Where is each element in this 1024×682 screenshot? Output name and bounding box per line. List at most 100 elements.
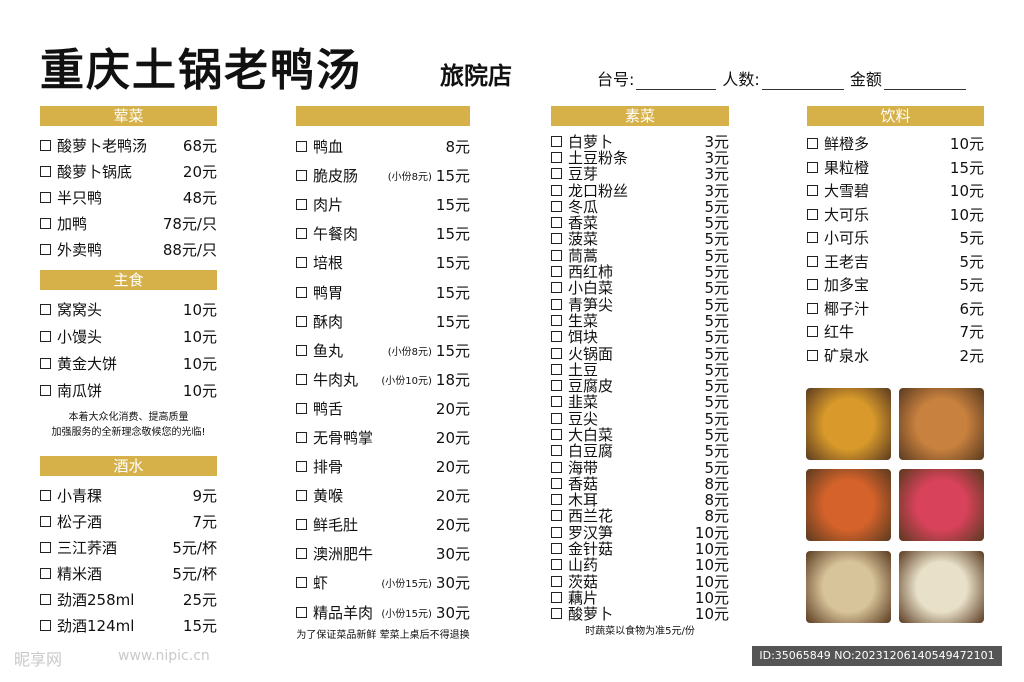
menu-item[interactable]: 土豆粉条 3元	[551, 149, 729, 167]
menu-item[interactable]: 木耳 8元	[551, 491, 729, 509]
checkbox[interactable]	[807, 161, 818, 173]
menu-item[interactable]: 海带 5元	[551, 459, 729, 477]
checkbox[interactable]	[296, 431, 307, 443]
checkbox[interactable]	[551, 331, 562, 343]
checkbox[interactable]	[40, 619, 51, 631]
menu-item[interactable]: 酸萝卜锅底 20元	[40, 158, 217, 184]
checkbox[interactable]	[40, 489, 51, 501]
menu-item[interactable]: 南瓜饼 10元	[40, 377, 217, 404]
checkbox[interactable]	[40, 217, 51, 229]
checkbox[interactable]	[551, 249, 562, 261]
menu-item[interactable]: 豆芽 3元	[551, 165, 729, 183]
menu-item[interactable]: 劲酒258ml 25元	[40, 586, 217, 612]
checkbox[interactable]	[551, 200, 562, 212]
menu-item[interactable]: 果粒橙 15元	[807, 156, 984, 180]
checkbox[interactable]	[551, 282, 562, 294]
menu-item[interactable]: 香菜 5元	[551, 214, 729, 232]
checkbox[interactable]	[551, 428, 562, 440]
checkbox[interactable]	[40, 567, 51, 579]
checkbox[interactable]	[551, 591, 562, 603]
menu-item[interactable]: 大白菜 5元	[551, 426, 729, 444]
checkbox[interactable]	[551, 314, 562, 326]
checkbox[interactable]	[296, 199, 307, 211]
menu-item[interactable]: 红牛 7元	[807, 320, 984, 344]
menu-item[interactable]: 冬瓜 5元	[551, 198, 729, 216]
menu-item[interactable]: 半只鸭 48元	[40, 184, 217, 210]
checkbox[interactable]	[296, 141, 307, 153]
checkbox[interactable]	[551, 298, 562, 310]
checkbox[interactable]	[807, 349, 818, 361]
menu-item[interactable]: 外卖鸭 88元/只	[40, 236, 217, 262]
checkbox[interactable]	[551, 217, 562, 229]
checkbox[interactable]	[807, 208, 818, 220]
menu-item[interactable]: 排骨 20元	[296, 452, 470, 481]
menu-item[interactable]: 肉片 15元	[296, 190, 470, 219]
menu-item[interactable]: 脆皮肠 (小份8元) 15元	[296, 161, 470, 190]
menu-item[interactable]: 牛肉丸 (小份10元) 18元	[296, 365, 470, 394]
checkbox[interactable]	[551, 510, 562, 522]
checkbox[interactable]	[551, 396, 562, 408]
menu-item[interactable]: 午餐肉 15元	[296, 219, 470, 248]
checkbox[interactable]	[296, 606, 307, 618]
checkbox[interactable]	[551, 559, 562, 571]
checkbox[interactable]	[807, 138, 818, 150]
checkbox[interactable]	[551, 543, 562, 555]
menu-item[interactable]: 培根 15元	[296, 248, 470, 277]
checkbox[interactable]	[296, 373, 307, 385]
menu-item[interactable]: 鸭胃 15元	[296, 277, 470, 306]
menu-item[interactable]: 加多宝 5元	[807, 273, 984, 297]
menu-item[interactable]: 窝窝头 10元	[40, 296, 217, 323]
menu-item[interactable]: 茨菇 10元	[551, 573, 729, 591]
menu-item[interactable]: 豆尖 5元	[551, 410, 729, 428]
checkbox[interactable]	[807, 302, 818, 314]
checkbox[interactable]	[40, 593, 51, 605]
checkbox[interactable]	[296, 461, 307, 473]
checkbox[interactable]	[551, 266, 562, 278]
amount-blank[interactable]	[883, 73, 966, 90]
checkbox[interactable]	[551, 168, 562, 180]
menu-item[interactable]: 精米酒 5元/杯	[40, 560, 217, 586]
checkbox[interactable]	[40, 541, 51, 553]
menu-item[interactable]: 火锅面 5元	[551, 345, 729, 363]
menu-item[interactable]: 青笋尖 5元	[551, 296, 729, 314]
menu-item[interactable]: 金针菇 10元	[551, 540, 729, 558]
checkbox[interactable]	[807, 232, 818, 244]
menu-item[interactable]: 藕片 10元	[551, 589, 729, 607]
menu-item[interactable]: 西红柿 5元	[551, 263, 729, 281]
menu-item[interactable]: 劲酒124ml 15元	[40, 612, 217, 638]
checkbox[interactable]	[40, 243, 51, 255]
checkbox[interactable]	[551, 363, 562, 375]
menu-item[interactable]: 白萝卜 3元	[551, 133, 729, 151]
menu-item[interactable]: 饵块 5元	[551, 328, 729, 346]
checkbox[interactable]	[551, 494, 562, 506]
menu-item[interactable]: 酸萝卜老鸭汤 68元	[40, 132, 217, 158]
checkbox[interactable]	[40, 139, 51, 151]
menu-item[interactable]: 白豆腐 5元	[551, 442, 729, 460]
menu-item[interactable]: 三江荞酒 5元/杯	[40, 534, 217, 560]
menu-item[interactable]: 小可乐 5元	[807, 226, 984, 250]
menu-item[interactable]: 西兰花 8元	[551, 507, 729, 525]
checkbox[interactable]	[40, 385, 51, 396]
amount-field[interactable]: 金额	[850, 66, 966, 90]
menu-item[interactable]: 小青稞 9元	[40, 482, 217, 508]
checkbox[interactable]	[807, 255, 818, 267]
menu-item[interactable]: 精品羊肉 (小份15元) 30元	[296, 598, 470, 627]
menu-item[interactable]: 生菜 5元	[551, 312, 729, 330]
checkbox[interactable]	[40, 358, 51, 369]
menu-item[interactable]: 无骨鸭掌 20元	[296, 423, 470, 452]
checkbox[interactable]	[40, 331, 51, 342]
menu-item[interactable]: 大雪碧 10元	[807, 179, 984, 203]
menu-item[interactable]: 黄喉 20元	[296, 481, 470, 510]
menu-item[interactable]: 罗汉笋 10元	[551, 524, 729, 542]
checkbox[interactable]	[296, 315, 307, 327]
menu-item[interactable]: 椰子汁 6元	[807, 297, 984, 321]
menu-item[interactable]: 土豆 5元	[551, 361, 729, 379]
checkbox[interactable]	[551, 380, 562, 392]
checkbox[interactable]	[296, 490, 307, 502]
menu-item[interactable]: 鱼丸 (小份8元) 15元	[296, 336, 470, 365]
checkbox[interactable]	[40, 304, 51, 315]
checkbox[interactable]	[40, 191, 51, 203]
menu-item[interactable]: 龙口粉丝 3元	[551, 182, 729, 200]
checkbox[interactable]	[807, 279, 818, 291]
checkbox[interactable]	[551, 477, 562, 489]
